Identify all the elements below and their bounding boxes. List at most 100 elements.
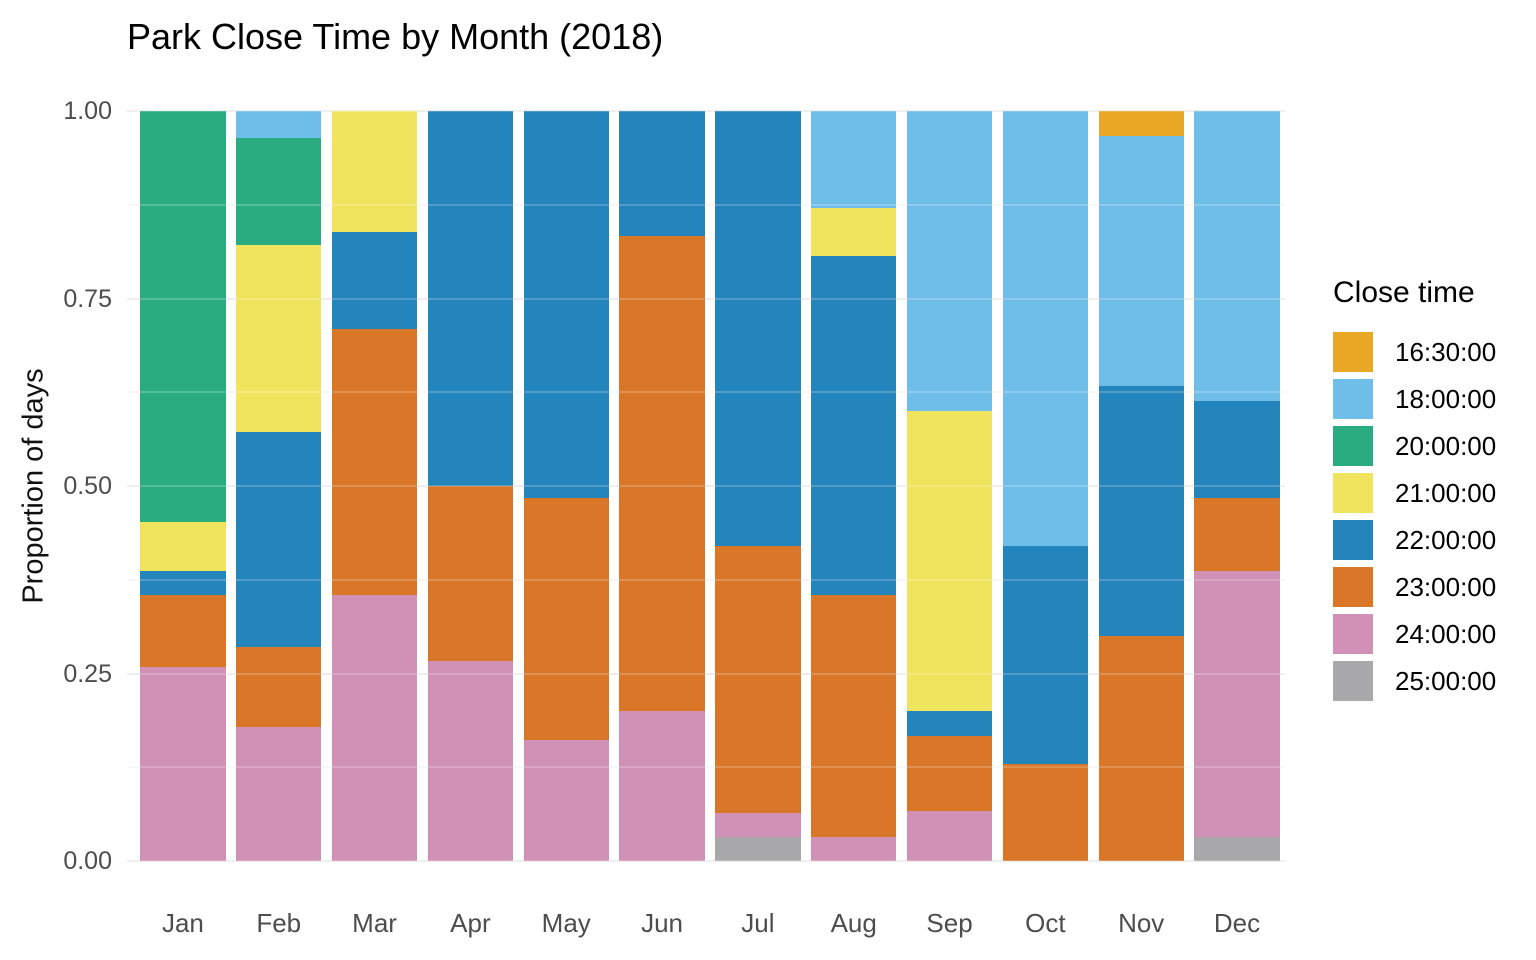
bar-segment-23-00-00 xyxy=(236,646,322,728)
bar-segment-21-00-00 xyxy=(236,244,322,433)
legend-swatch xyxy=(1333,614,1373,654)
bar-segment-23-00-00 xyxy=(619,236,705,711)
legend-item-20-00-00: 20:00:00 xyxy=(1333,426,1496,466)
bar-segment-20-00-00 xyxy=(140,111,226,523)
legend-swatch xyxy=(1333,661,1373,701)
bar-segment-24-00-00 xyxy=(140,667,226,861)
bar-segment-22-00-00 xyxy=(811,256,897,595)
x-tick-label-oct: Oct xyxy=(1025,908,1066,938)
x-tick-label-aug: Aug xyxy=(830,908,877,938)
bar-slot-aug xyxy=(806,111,902,861)
legend-items: 16:30:00 18:00:00 20:00:00 21:00:00 22:00:00… xyxy=(1333,332,1496,701)
x-tick-label-may: May xyxy=(541,908,591,938)
bar-segment-18-00-00 xyxy=(1098,136,1184,386)
legend-item-22-00-00: 22:00:00 xyxy=(1333,520,1496,560)
bar-segment-22-00-00 xyxy=(715,111,801,547)
bar-segment-22-00-00 xyxy=(523,111,609,499)
bar-segment-18-00-00 xyxy=(1002,111,1088,547)
bar-slot-feb xyxy=(231,111,327,861)
legend-swatch xyxy=(1333,520,1373,560)
plot-area xyxy=(127,110,1285,862)
legend-item-21-00-00: 21:00:00 xyxy=(1333,473,1496,513)
legend-swatch xyxy=(1333,473,1373,513)
bar-segment-18-00-00 xyxy=(1194,111,1280,402)
legend-label: 25:00:00 xyxy=(1395,665,1497,696)
bar-segment-23-00-00 xyxy=(427,486,514,661)
y-tick-label-0.50: 0.50 xyxy=(63,472,112,500)
legend-label: 23:00:00 xyxy=(1395,571,1497,602)
bar-segment-20-00-00 xyxy=(236,137,322,245)
legend-label: 16:30:00 xyxy=(1395,336,1497,367)
bar-segment-21-00-00 xyxy=(906,411,993,711)
bar-segment-24-00-00 xyxy=(906,811,993,861)
bar-segment-22-00-00 xyxy=(906,711,993,736)
bar-segment-18-00-00 xyxy=(906,111,993,411)
bar-segment-23-00-00 xyxy=(1098,636,1184,861)
stacked-bar-apr xyxy=(427,111,514,861)
stacked-bar-jun xyxy=(619,111,705,861)
x-tick-label-jun: Jun xyxy=(641,908,684,938)
bar-segment-24-00-00 xyxy=(811,836,897,861)
bar-segment-21-00-00 xyxy=(331,111,418,232)
bar-segment-22-00-00 xyxy=(140,570,226,595)
bar-segment-25-00-00 xyxy=(1194,836,1280,861)
bar-segment-25-00-00 xyxy=(715,836,801,861)
bar-slot-jun xyxy=(614,111,710,861)
bar-segment-24-00-00 xyxy=(236,727,322,861)
stacked-bar-mar xyxy=(331,111,418,861)
legend-title: Close time xyxy=(1333,276,1475,309)
bar-segment-22-00-00 xyxy=(331,231,418,329)
y-tick-label-0.00: 0.00 xyxy=(63,847,112,875)
y-tick-label-0.25: 0.25 xyxy=(63,659,112,688)
stacked-bar-sep xyxy=(906,111,993,861)
x-axis-labels: Jan Feb Mar Apr May Jun Jul Aug Sep Oct Nov Dec xyxy=(135,908,1285,939)
bar-segment-24-00-00 xyxy=(619,711,705,861)
bar-slot-jan xyxy=(135,111,231,861)
bar-segment-21-00-00 xyxy=(140,522,226,571)
bar-segment-24-00-00 xyxy=(715,812,801,837)
x-tick-label-sep: Sep xyxy=(926,908,973,938)
legend-item-16-30-00: 16:30:00 xyxy=(1333,332,1496,372)
legend-swatch xyxy=(1333,567,1373,607)
bar-segment-22-00-00 xyxy=(619,111,705,236)
x-tick-label-apr: Apr xyxy=(450,908,491,938)
legend-swatch xyxy=(1333,426,1373,466)
bar-slot-jul xyxy=(710,111,806,861)
x-tick-label-mar: Mar xyxy=(352,908,397,938)
legend-swatch xyxy=(1333,332,1373,372)
bar-segment-23-00-00 xyxy=(1002,764,1088,861)
bar-segment-18-00-00 xyxy=(811,111,897,208)
bar-slot-sep xyxy=(902,111,998,861)
bar-segment-23-00-00 xyxy=(523,498,609,741)
stacked-bar-aug xyxy=(811,111,897,861)
bar-segment-24-00-00 xyxy=(427,661,514,861)
legend-item-25-00-00: 25:00:00 xyxy=(1333,661,1496,701)
bar-slot-may xyxy=(518,111,614,861)
stacked-bar-jul xyxy=(715,111,801,861)
x-tick-label-jul: Jul xyxy=(741,908,775,938)
legend-item-24-00-00: 24:00:00 xyxy=(1333,614,1496,654)
x-tick-label-dec: Dec xyxy=(1213,908,1261,938)
legend-item-18-00-00: 18:00:00 xyxy=(1333,379,1496,419)
bar-slot-apr xyxy=(422,111,518,861)
legend: Close time 16:30:00 18:00:00 20:00:00 21:00… xyxy=(1333,276,1496,701)
bar-slot-oct xyxy=(997,111,1093,861)
bar-segment-21-00-00 xyxy=(811,207,897,257)
legend-item-23-00-00: 23:00:00 xyxy=(1333,567,1496,607)
bar-segment-23-00-00 xyxy=(331,328,418,595)
bar-segment-22-00-00 xyxy=(1098,386,1184,636)
bar-segment-23-00-00 xyxy=(1194,498,1280,571)
legend-swatch xyxy=(1333,379,1373,419)
x-tick-label-jan: Jan xyxy=(161,908,204,938)
bar-segment-24-00-00 xyxy=(523,740,609,861)
legend-label: 21:00:00 xyxy=(1395,477,1497,508)
bars xyxy=(135,111,1285,861)
bar-segment-22-00-00 xyxy=(1002,546,1088,765)
bar-segment-22-00-00 xyxy=(236,432,322,647)
x-tick-label-nov: Nov xyxy=(1118,908,1165,938)
bar-slot-dec xyxy=(1189,111,1285,861)
legend-label: 22:00:00 xyxy=(1395,524,1497,555)
stacked-bar-feb xyxy=(236,111,322,861)
legend-label: 18:00:00 xyxy=(1395,383,1497,414)
